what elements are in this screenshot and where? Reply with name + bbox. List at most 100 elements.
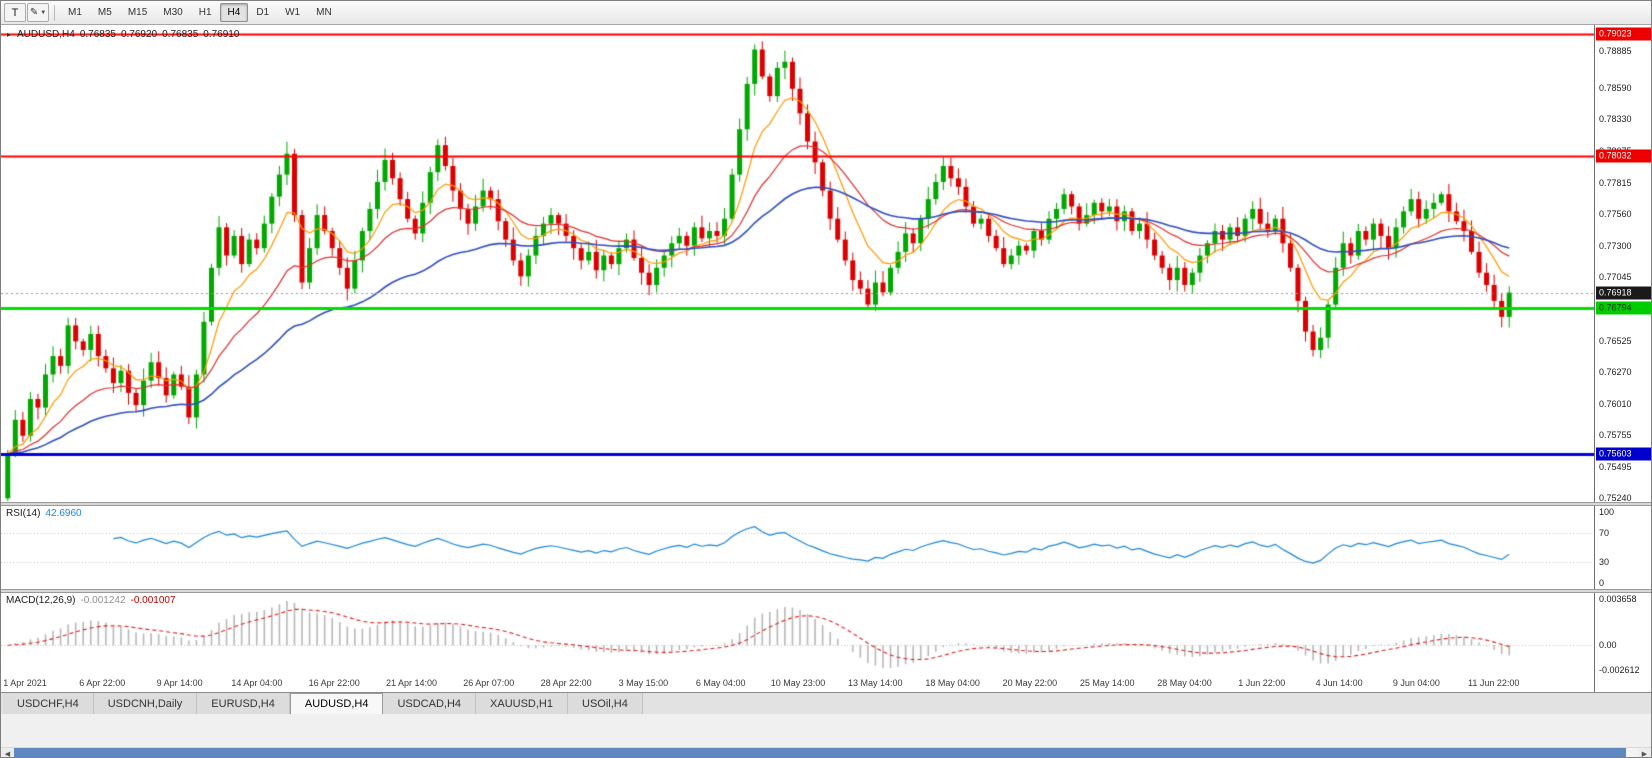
rsi-axis-label: 100: [1599, 506, 1615, 517]
date-label: 6 May 04:00: [695, 678, 746, 688]
price-axis[interactable]: 0.788850.785900.783300.780750.778150.775…: [1594, 25, 1651, 692]
status-area: [1, 714, 1651, 747]
date-label: 28 Apr 22:00: [540, 678, 592, 688]
tab-xauusd-h1[interactable]: XAUUSD,H1: [476, 693, 568, 714]
rsi-label: RSI(14): [6, 508, 41, 519]
macd-main-value: -0.001242: [80, 595, 126, 606]
date-label: 21 Apr 14:00: [385, 678, 438, 688]
horizontal-scrollbar: ◀ ▶: [1, 747, 1651, 757]
date-label: 16 Apr 22:00: [308, 678, 360, 688]
date-label: 11 Jun 22:00: [1467, 678, 1520, 688]
close-value: 0.76910: [203, 29, 240, 40]
price-axis-label: 0.78590: [1599, 82, 1632, 93]
timeframe-button-mn[interactable]: MN: [308, 3, 340, 22]
rsi-header: RSI(14) 42.6960: [6, 508, 82, 519]
timeframe-button-m1[interactable]: M1: [60, 3, 90, 22]
price-axis-label: 0.75495: [1599, 462, 1632, 473]
date-label: 26 Apr 07:00: [463, 678, 515, 688]
tab-usdcad-h4[interactable]: USDCAD,H4: [383, 693, 477, 714]
macd-chart-canvas[interactable]: [1, 593, 1594, 676]
price-axis-label: 0.76525: [1599, 335, 1632, 346]
price-axis-label: 0.77300: [1599, 240, 1632, 251]
chart-ohlc-header: ▸ AUDUSD,H4 0.76835 0.76920 0.76835 0.76…: [7, 29, 239, 40]
symbol-tab-bar: USDCHF,H4 USDCNH,Daily EURUSD,H4 AUDUSD,H4 U…: [1, 692, 1651, 714]
price-axis-label: 0.75240: [1599, 493, 1632, 504]
scroll-thumb[interactable]: [14, 748, 1626, 757]
price-axis-label: 0.76270: [1599, 367, 1632, 378]
rsi-panel: [1, 506, 1594, 589]
date-label: 20 May 22:00: [1002, 678, 1058, 688]
timeframe-button-h1[interactable]: H1: [191, 3, 220, 22]
date-label: 4 Jun 14:00: [1315, 678, 1363, 688]
rsi-axis-label: 0: [1599, 578, 1605, 589]
macd-panel: [1, 593, 1594, 676]
tab-eurusd-h4[interactable]: EURUSD,H4: [197, 693, 290, 714]
price-axis-label: 0.76010: [1599, 398, 1632, 409]
support-level-1-badge: 0.76794: [1596, 301, 1651, 315]
macd-axis-label: 0.003658: [1599, 594, 1637, 604]
tab-usdchf-h4[interactable]: USDCHF,H4: [3, 693, 94, 714]
current-price-badge: 0.76918: [1596, 286, 1651, 300]
chevron-down-icon: ▼: [40, 9, 47, 16]
resistance-level-1-badge: 0.79023: [1596, 27, 1651, 41]
macd-signal-value: -0.001007: [130, 595, 176, 606]
date-label: 25 May 14:00: [1079, 678, 1135, 688]
toolbar: T ✎ ▼ M1 M5 M15 M30 H1 H4 D1 W1 MN: [1, 1, 1651, 25]
open-value: 0.76835: [79, 29, 116, 40]
timeframe-button-m5[interactable]: M5: [90, 3, 120, 22]
timeframe-button-m15[interactable]: M15: [120, 3, 155, 22]
date-label: 18 May 04:00: [925, 678, 980, 688]
price-axis-label: 0.77815: [1599, 177, 1632, 188]
timeframe-button-m30[interactable]: M30: [155, 3, 190, 22]
price-chart-canvas[interactable]: [1, 25, 1594, 502]
symbol-label: AUDUSD,H4: [17, 29, 75, 40]
panel-splitter-1[interactable]: [1, 502, 1651, 506]
rsi-chart-canvas[interactable]: [1, 506, 1594, 589]
timeframe-button-w1[interactable]: W1: [277, 3, 308, 22]
date-label: 10 May 23:00: [770, 678, 826, 688]
tab-usoil-h4[interactable]: USOil,H4: [568, 693, 643, 714]
rsi-axis-label: 30: [1599, 556, 1610, 567]
date-label: 1 Jun 22:00: [1238, 678, 1286, 688]
rsi-value: 42.6960: [45, 508, 82, 519]
macd-label: MACD(12,26,9): [6, 595, 76, 606]
date-label: 1 Apr 2021: [3, 678, 47, 688]
price-axis-label: 0.75755: [1599, 430, 1632, 441]
pencil-icon: ✎: [29, 6, 39, 18]
macd-axis-label: 0.00: [1599, 640, 1617, 651]
draw-tools-button[interactable]: ✎ ▼: [27, 3, 49, 22]
resistance-level-2-badge: 0.78032: [1596, 149, 1651, 163]
rsi-axis-label: 70: [1599, 528, 1610, 539]
date-label: 6 Apr 22:00: [79, 678, 126, 688]
text-tool-button[interactable]: T: [4, 3, 26, 22]
time-axis[interactable]: 1 Apr 2021 6 Apr 22:00 9 Apr 14:00 14 Apr 0…: [1, 676, 1594, 692]
support-level-2-badge: 0.75603: [1596, 447, 1651, 461]
price-axis-label: 0.78330: [1599, 114, 1632, 125]
toolbar-separator: [54, 4, 55, 21]
tab-usdcnh-daily[interactable]: USDCNH,Daily: [93, 693, 198, 714]
panel-splitter-2[interactable]: [1, 589, 1651, 593]
timeframe-button-d1[interactable]: D1: [248, 3, 277, 22]
scroll-right-button[interactable]: ▶: [1638, 748, 1651, 757]
timeframe-button-h4[interactable]: H4: [219, 3, 249, 22]
price-axis-label: 0.77560: [1599, 208, 1632, 219]
date-label: 13 May 14:00: [848, 678, 903, 688]
date-label: 3 May 15:00: [618, 678, 669, 688]
date-label: 28 May 04:00: [1157, 678, 1212, 688]
macd-header: MACD(12,26,9) -0.001242 -0.001007: [6, 595, 176, 606]
price-axis-label: 0.77045: [1599, 271, 1632, 282]
date-label: 9 Apr 14:00: [156, 678, 203, 688]
scroll-left-button[interactable]: ◀: [1, 748, 14, 757]
date-label: 14 Apr 04:00: [231, 678, 283, 688]
macd-axis-label: -0.002612: [1599, 665, 1640, 675]
high-value: 0.76920: [120, 29, 158, 40]
text-tool-label: T: [11, 6, 19, 19]
date-label: 9 Jun 04:00: [1392, 678, 1440, 688]
main-chart-panel: [1, 25, 1594, 502]
timeframe-group: M1 M5 M15 M30 H1 H4 D1 W1 MN: [60, 3, 340, 22]
price-axis-label: 0.78885: [1599, 46, 1632, 57]
chart-symbol-marker-icon: ▸: [7, 30, 12, 39]
low-value: 0.76835: [162, 29, 199, 40]
tab-audusd-h4[interactable]: AUDUSD,H4: [289, 693, 384, 714]
